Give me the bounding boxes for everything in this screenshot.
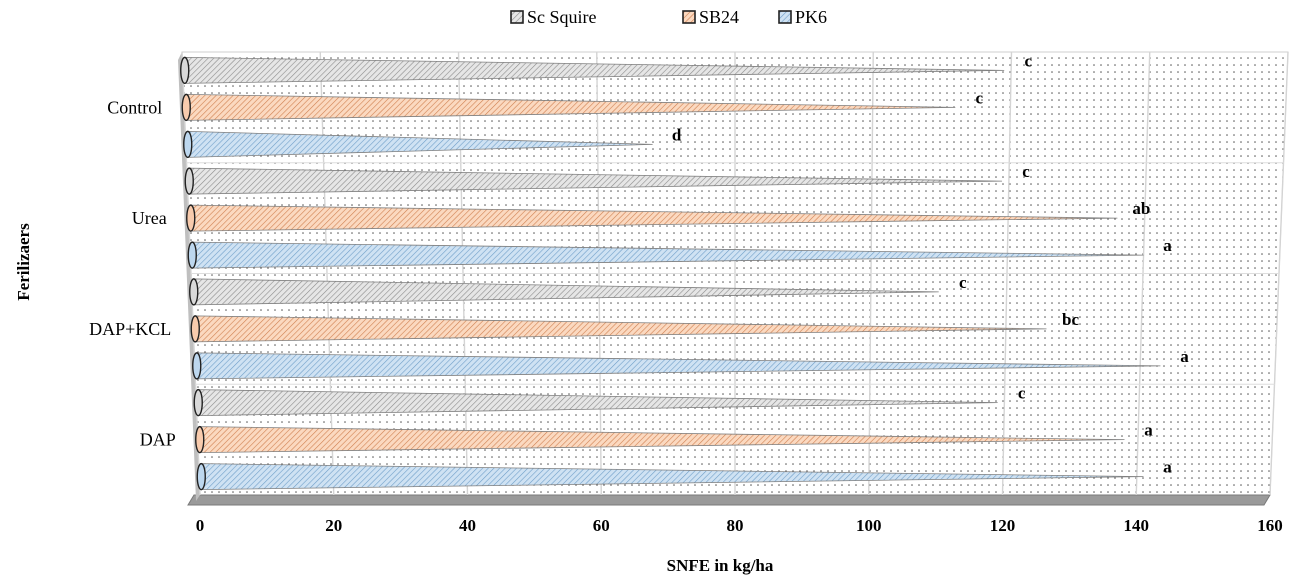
bar-base (189, 278, 199, 306)
significance-letter: a (1163, 458, 1172, 477)
bar (187, 241, 1144, 269)
bars (180, 56, 1161, 491)
bar (186, 204, 1118, 232)
significance-letter: ab (1132, 199, 1150, 218)
significance-letter: a (1180, 347, 1189, 366)
bar-base (186, 204, 196, 232)
category-label: DAP (140, 430, 176, 450)
bar (195, 425, 1125, 454)
category-label: DAP+KCL (89, 319, 171, 339)
bar (180, 56, 1005, 85)
x-tick-label: 100 (856, 516, 882, 535)
chart-legend: Sc Squire SB24 PK6 (510, 7, 827, 27)
bar-base (187, 241, 197, 269)
significance-letter: c (976, 88, 984, 107)
bar-base (195, 425, 205, 454)
bar-base (193, 388, 203, 417)
bar (192, 352, 1161, 380)
bar (190, 315, 1047, 343)
bar-base (196, 462, 206, 491)
significance-letter: c (959, 273, 967, 292)
plot-floor (187, 494, 1271, 506)
y-axis-categories: Control Urea DAP+KCL DAP (89, 97, 176, 449)
x-tick-label: 120 (990, 516, 1016, 535)
plot-wall (178, 52, 200, 501)
category-label: Control (107, 97, 162, 117)
bar (183, 130, 653, 159)
significance-letter: c (1024, 51, 1032, 70)
legend-item: Sc Squire (510, 7, 597, 27)
x-tick-label: 140 (1124, 516, 1150, 535)
x-tick-label: 20 (325, 516, 342, 535)
significance-letter: a (1163, 236, 1172, 255)
x-tick-label: 40 (459, 516, 476, 535)
x-tick-label: 60 (593, 516, 610, 535)
legend-swatch (682, 10, 696, 24)
y-axis-title: Ferilizaers (14, 223, 33, 301)
significance-letter: c (1018, 384, 1026, 403)
bar (196, 462, 1144, 491)
bar-base (192, 352, 202, 380)
bar (184, 167, 1003, 195)
x-axis-ticks: 0 20 40 60 80 100 120 140 160 (196, 516, 1283, 535)
legend-label: PK6 (795, 7, 827, 27)
bar-base (180, 56, 190, 85)
bar-base (190, 315, 200, 343)
bar-base (181, 93, 191, 122)
legend-item: PK6 (778, 7, 827, 27)
x-tick-label: 0 (196, 516, 205, 535)
legend-swatch (510, 10, 524, 24)
x-axis-title: SNFE in kg/ha (667, 556, 774, 575)
bar (181, 93, 956, 122)
legend-item: SB24 (682, 7, 739, 27)
x-tick-label: 80 (727, 516, 744, 535)
legend-label: Sc Squire (527, 7, 597, 27)
significance-letter: a (1144, 421, 1153, 440)
legend-swatch (778, 10, 792, 24)
category-label: Urea (132, 208, 167, 228)
bar-base (184, 167, 194, 195)
significance-letter: bc (1062, 310, 1079, 329)
bar-base (183, 130, 193, 159)
x-tick-label: 160 (1257, 516, 1283, 535)
significance-letter: c (1022, 162, 1030, 181)
legend-label: SB24 (699, 7, 739, 27)
gridlines (181, 51, 1289, 496)
bar (193, 388, 998, 417)
significance-letter: d (672, 125, 682, 144)
bar (189, 278, 939, 306)
